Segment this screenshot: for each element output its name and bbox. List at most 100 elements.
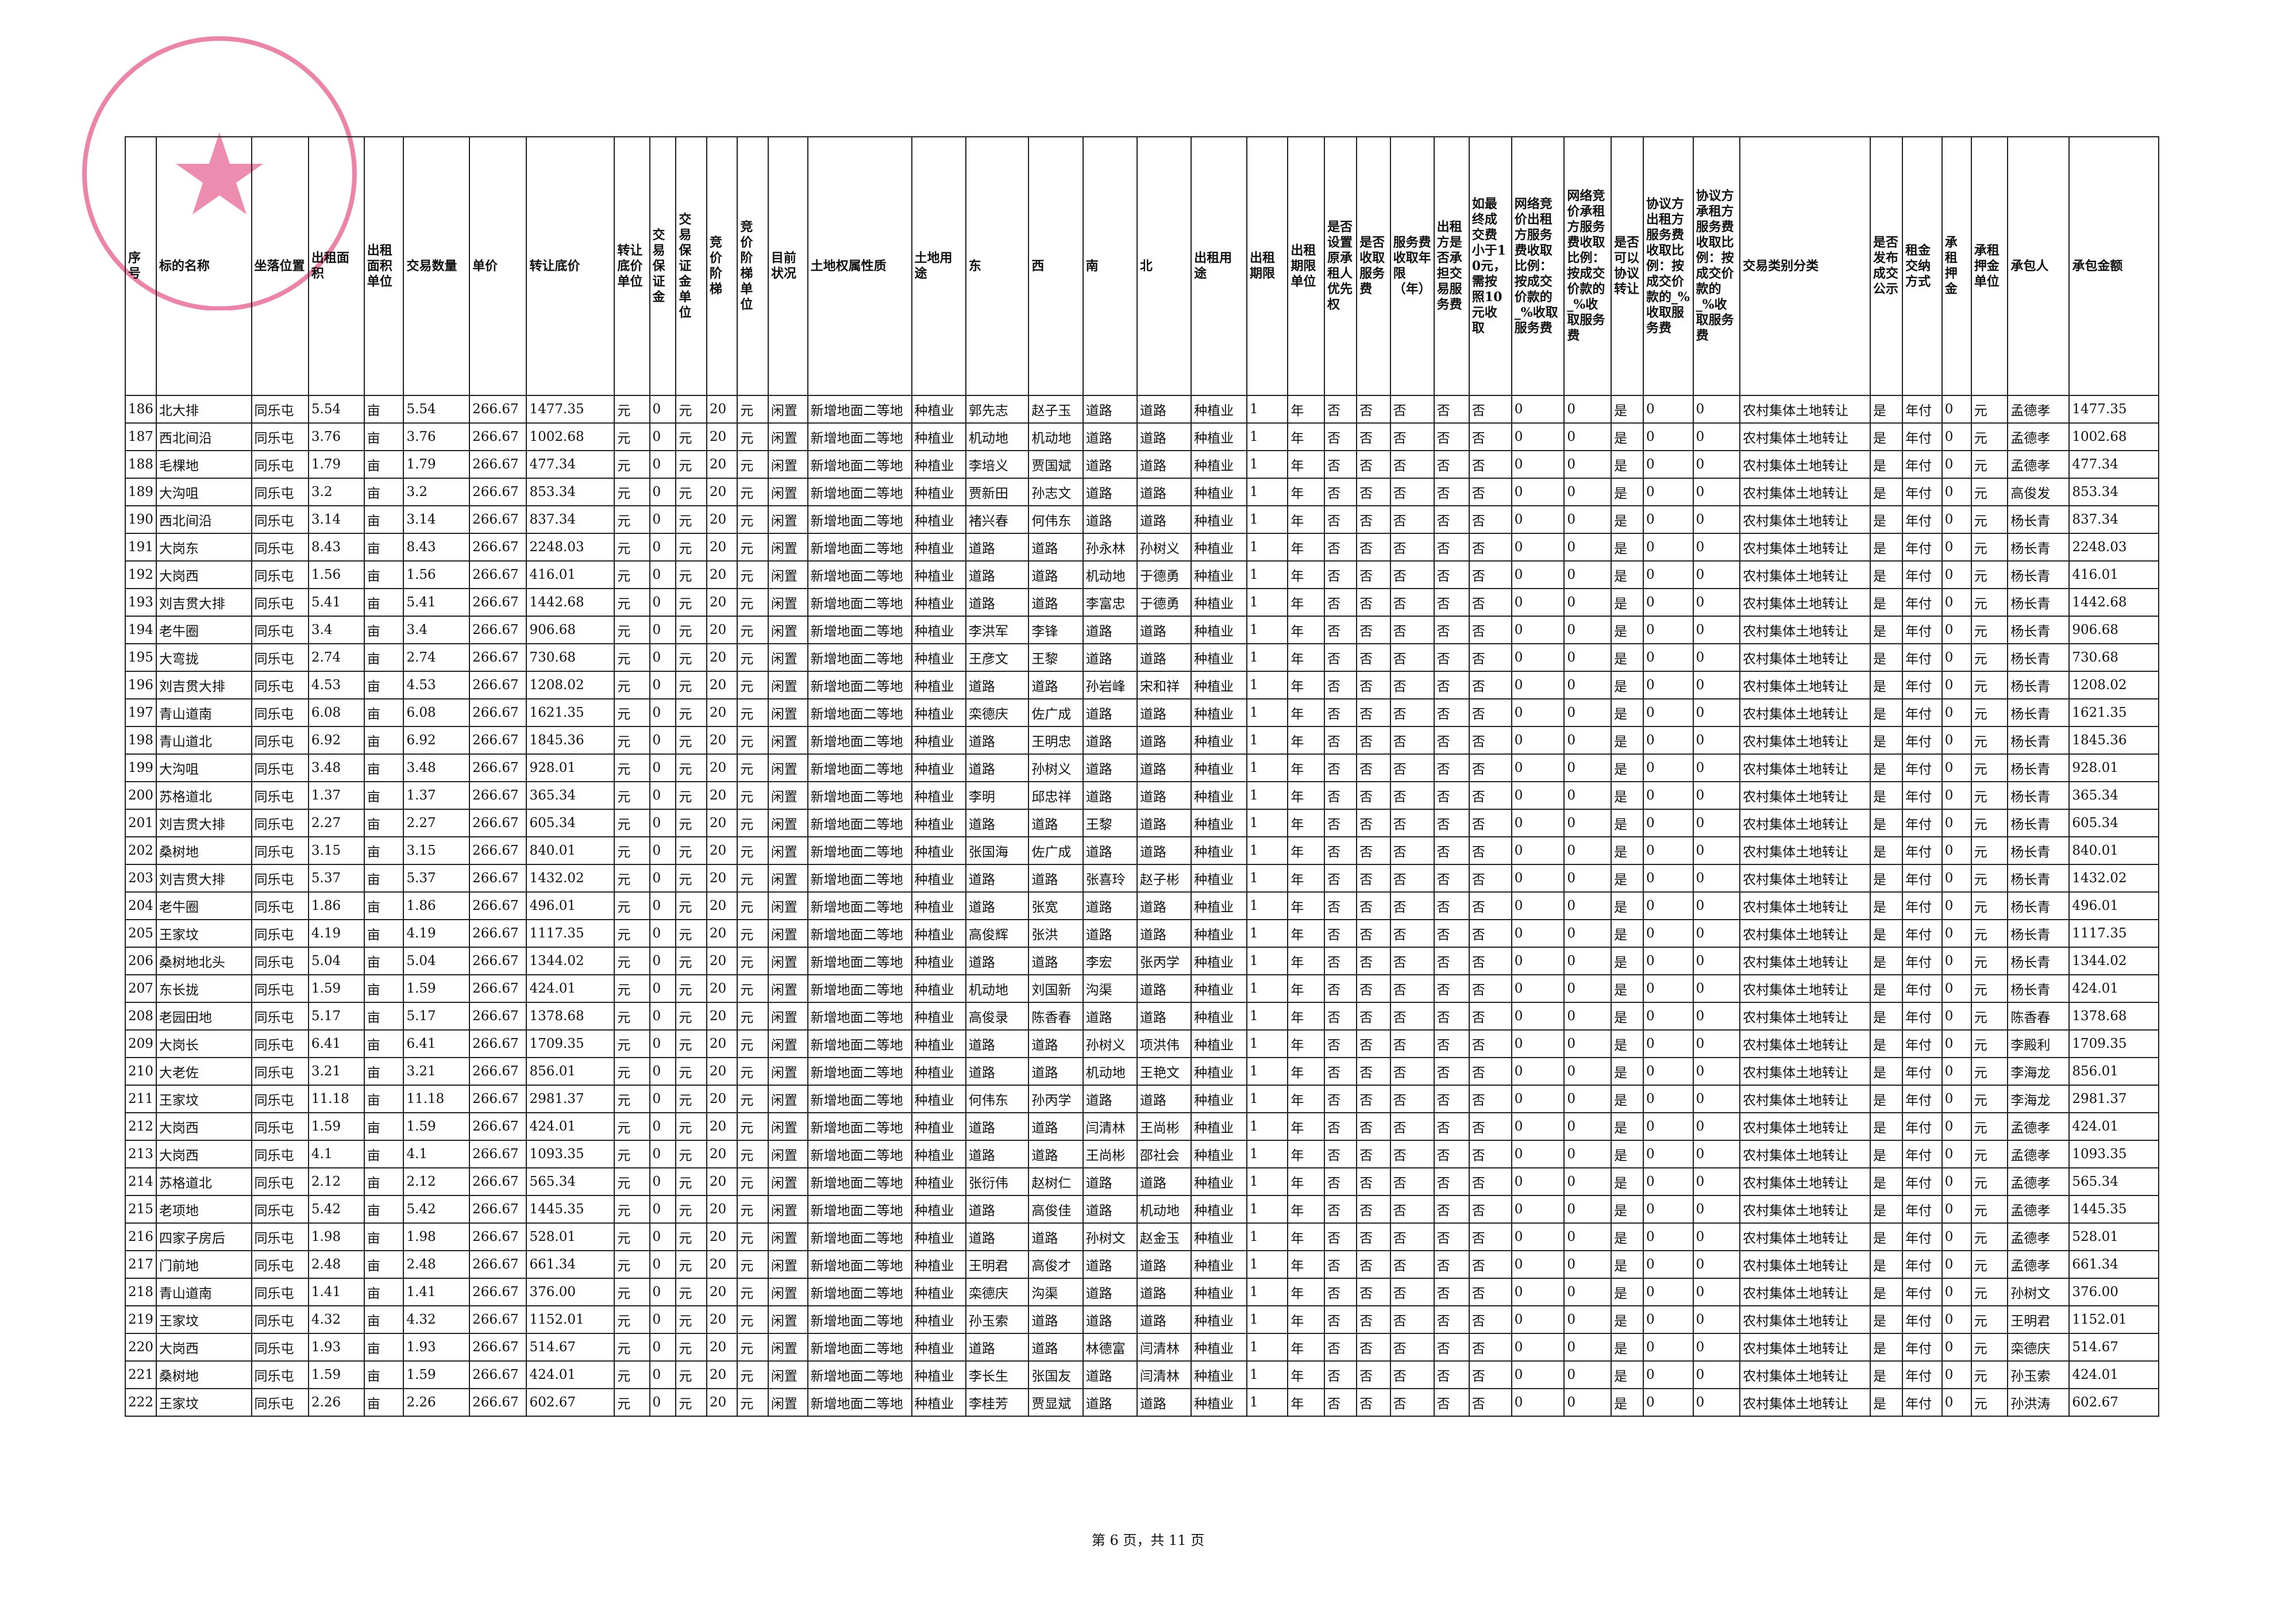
cell: 0 [1941, 1195, 1972, 1224]
cell: 元 [737, 395, 769, 424]
cell: 496.01 [526, 891, 615, 920]
cell: 0 [1941, 809, 1972, 837]
cell: 212 [125, 1112, 157, 1141]
cell: 否 [1324, 947, 1358, 975]
cell: 2.48 [403, 1250, 471, 1279]
header-cell: 出租面积单位 [363, 136, 405, 396]
cell: 否 [1324, 726, 1358, 755]
header-cell: 租金交纳方式 [1901, 136, 1943, 396]
cell: 0 [1941, 560, 1972, 589]
cell: 是 [1869, 919, 1903, 948]
cell: 0 [1692, 505, 1741, 534]
cell: 大岗西 [155, 1112, 252, 1141]
cell: 机动地 [1028, 422, 1084, 451]
cell: 0 [1941, 974, 1972, 1003]
cell: 年付 [1901, 1278, 1943, 1306]
cell: 376.00 [526, 1278, 615, 1306]
cell: 年 [1287, 864, 1326, 893]
cell: 187 [125, 422, 157, 451]
cell: 农村集体土地转让 [1739, 1305, 1871, 1334]
cell: 否 [1389, 864, 1435, 893]
cell: 否 [1468, 422, 1512, 451]
header-cell: 承租押金单位 [1970, 136, 2009, 396]
cell: 农村集体土地转让 [1739, 698, 1871, 727]
cell: 0 [1563, 395, 1612, 424]
cell: 0 [1692, 1278, 1741, 1306]
cell: 张喜玲 [1082, 864, 1138, 893]
cell: 闲置 [767, 505, 808, 534]
cell: 424.01 [526, 1112, 615, 1141]
cell: 杨长青 [2007, 864, 2070, 893]
cell: 0 [1511, 1278, 1565, 1306]
cell: 1 [1246, 1388, 1289, 1417]
cell: 闲置 [767, 809, 808, 837]
cell: 否 [1433, 450, 1470, 479]
cell: 农村集体土地转让 [1739, 1112, 1871, 1141]
cell: 4.19 [403, 919, 471, 948]
cell: 否 [1324, 974, 1358, 1003]
cell: 0 [1511, 1057, 1565, 1086]
cell: 是 [1610, 809, 1644, 837]
cell: 0 [649, 1278, 677, 1306]
cell: 元 [675, 616, 707, 644]
cell: 大岗西 [155, 1333, 252, 1362]
cell: 否 [1324, 478, 1358, 506]
cell: 否 [1324, 395, 1358, 424]
cell: 0 [1511, 809, 1565, 837]
cell: 陈香春 [1028, 1002, 1084, 1031]
cell: 亩 [363, 1305, 405, 1334]
cell: 0 [649, 395, 677, 424]
cell: 年 [1287, 836, 1326, 865]
cell: 农村集体土地转让 [1739, 505, 1871, 534]
cell: 否 [1389, 891, 1435, 920]
cell: 853.34 [526, 478, 615, 506]
cell: 年付 [1901, 864, 1943, 893]
cell: 邵社会 [1136, 1140, 1192, 1168]
cell: 是 [1869, 1029, 1903, 1058]
cell: 元 [737, 1085, 769, 1113]
cell: 266.67 [469, 753, 527, 782]
cell: 农村集体土地转让 [1739, 395, 1871, 424]
cell: 农村集体土地转让 [1739, 1250, 1871, 1279]
cell: 元 [614, 616, 650, 644]
cell: 种植业 [1191, 505, 1247, 534]
cell: 是 [1869, 891, 1903, 920]
cell: 0 [649, 1112, 677, 1141]
cell: 种植业 [1191, 809, 1247, 837]
cell: 闲置 [767, 753, 808, 782]
cell: 否 [1356, 1195, 1391, 1224]
cell: 王家坟 [155, 1085, 252, 1113]
cell: 年 [1287, 1167, 1326, 1196]
cell: 道路 [1136, 1002, 1192, 1031]
cell: 同乐屯 [251, 919, 309, 948]
cell: 元 [1970, 450, 2009, 479]
cell: 种植业 [911, 450, 966, 479]
cell: 农村集体土地转让 [1739, 478, 1871, 506]
cell: 0 [649, 864, 677, 893]
cell: 0 [1692, 809, 1741, 837]
cell: 188 [125, 450, 157, 479]
cell: 元 [614, 1333, 650, 1362]
cell: 道路 [1136, 726, 1192, 755]
cell: 602.67 [526, 1388, 615, 1417]
cell: 同乐屯 [251, 1140, 309, 1168]
cell: 孙玉索 [2007, 1360, 2070, 1389]
cell: 1.37 [307, 781, 365, 810]
cell: 否 [1433, 505, 1470, 534]
cell: 同乐屯 [251, 1085, 309, 1113]
cell: 20 [706, 781, 738, 810]
cell: 否 [1324, 1333, 1358, 1362]
cell: 266.67 [469, 1195, 527, 1224]
cell: 元 [675, 588, 707, 617]
cell: 元 [675, 395, 707, 424]
cell: 元 [675, 1057, 707, 1086]
cell: 266.67 [469, 1112, 527, 1141]
cell: 否 [1389, 616, 1435, 644]
cell: 1 [1246, 1278, 1289, 1306]
cell: 新增地面二等地 [807, 919, 912, 948]
cell: 0 [1642, 450, 1694, 479]
cell: 否 [1468, 1250, 1512, 1279]
cell: 大沟咀 [155, 478, 252, 506]
cell: 道路 [965, 1112, 1030, 1141]
cell: 0 [1563, 891, 1612, 920]
